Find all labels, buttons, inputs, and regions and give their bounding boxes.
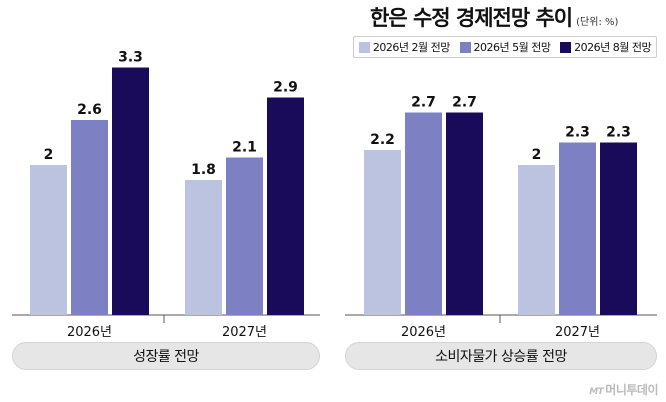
chart-title-text: 한은 수정 경제전망 추이 xyxy=(370,6,573,30)
x-tick-label-1-1: 2026년 xyxy=(67,325,112,340)
legend-label-feb: 2026년 2월 전망 xyxy=(372,41,450,54)
bar-2-1-3 xyxy=(446,112,483,315)
x-tick-label-1-2: 2027년 xyxy=(222,325,267,340)
data-label-1-2-2: 2.1 xyxy=(232,140,257,156)
bar-1-1-3 xyxy=(112,67,149,315)
data-label-1-1-2: 2.6 xyxy=(77,102,102,118)
bar-1-1-1 xyxy=(30,165,67,315)
data-label-1-2-3: 2.9 xyxy=(273,80,298,96)
legend-item-may: 2026년 5월 전망 xyxy=(459,39,551,55)
bar-1-1-2 xyxy=(71,120,108,315)
bar-2-2-1 xyxy=(518,165,555,315)
bar-1-2-1 xyxy=(185,180,222,315)
legend-item-feb: 2026년 2월 전망 xyxy=(358,39,450,55)
data-label-2-2-2: 2.3 xyxy=(565,125,590,141)
growth-chart-title: 성장률 전망 xyxy=(12,342,320,370)
legend-label-aug: 2026년 8월 전망 xyxy=(574,41,652,54)
unit-label: (단위: %) xyxy=(576,17,619,28)
bar-1-2-3 xyxy=(267,97,304,315)
chart-title: 한은 수정 경제전망 추이 (단위: %) xyxy=(370,4,662,37)
brand-prefix: MT xyxy=(589,387,604,397)
data-label-1-2-1: 1.8 xyxy=(191,162,216,178)
data-label-2-1-3: 2.7 xyxy=(452,95,477,111)
x-tick-label-2-2: 2027년 xyxy=(555,325,600,340)
data-label-1-1-3: 3.3 xyxy=(118,50,143,66)
bar-1-2-2 xyxy=(226,157,263,315)
bar-2-2-3 xyxy=(600,142,637,315)
legend-swatch-may xyxy=(459,41,471,53)
data-label-2-2-3: 2.3 xyxy=(606,125,631,141)
brand-name: 머니투데이 xyxy=(605,383,658,397)
legend-item-aug: 2026년 8월 전망 xyxy=(560,39,652,55)
legend-swatch-feb xyxy=(358,41,370,53)
brand-logo: MT 머니투데이 xyxy=(589,381,658,398)
legend-label-may: 2026년 5월 전망 xyxy=(473,41,551,54)
x-tick-label-2-1: 2026년 xyxy=(401,325,446,340)
bar-2-1-2 xyxy=(405,112,442,315)
bar-2-1-1 xyxy=(364,150,401,315)
data-label-2-2-1: 2 xyxy=(532,147,542,163)
legend-swatch-aug xyxy=(560,41,572,53)
data-label-1-1-1: 2 xyxy=(44,147,54,163)
data-label-2-1-1: 2.2 xyxy=(370,132,395,148)
inflation-chart-title: 소비자물가 상승률 전망 xyxy=(345,342,657,370)
bar-2-2-2 xyxy=(559,142,596,315)
legend: 2026년 2월 전망 2026년 5월 전망 2026년 8월 전망 xyxy=(353,36,657,58)
data-label-2-1-2: 2.7 xyxy=(411,95,436,111)
